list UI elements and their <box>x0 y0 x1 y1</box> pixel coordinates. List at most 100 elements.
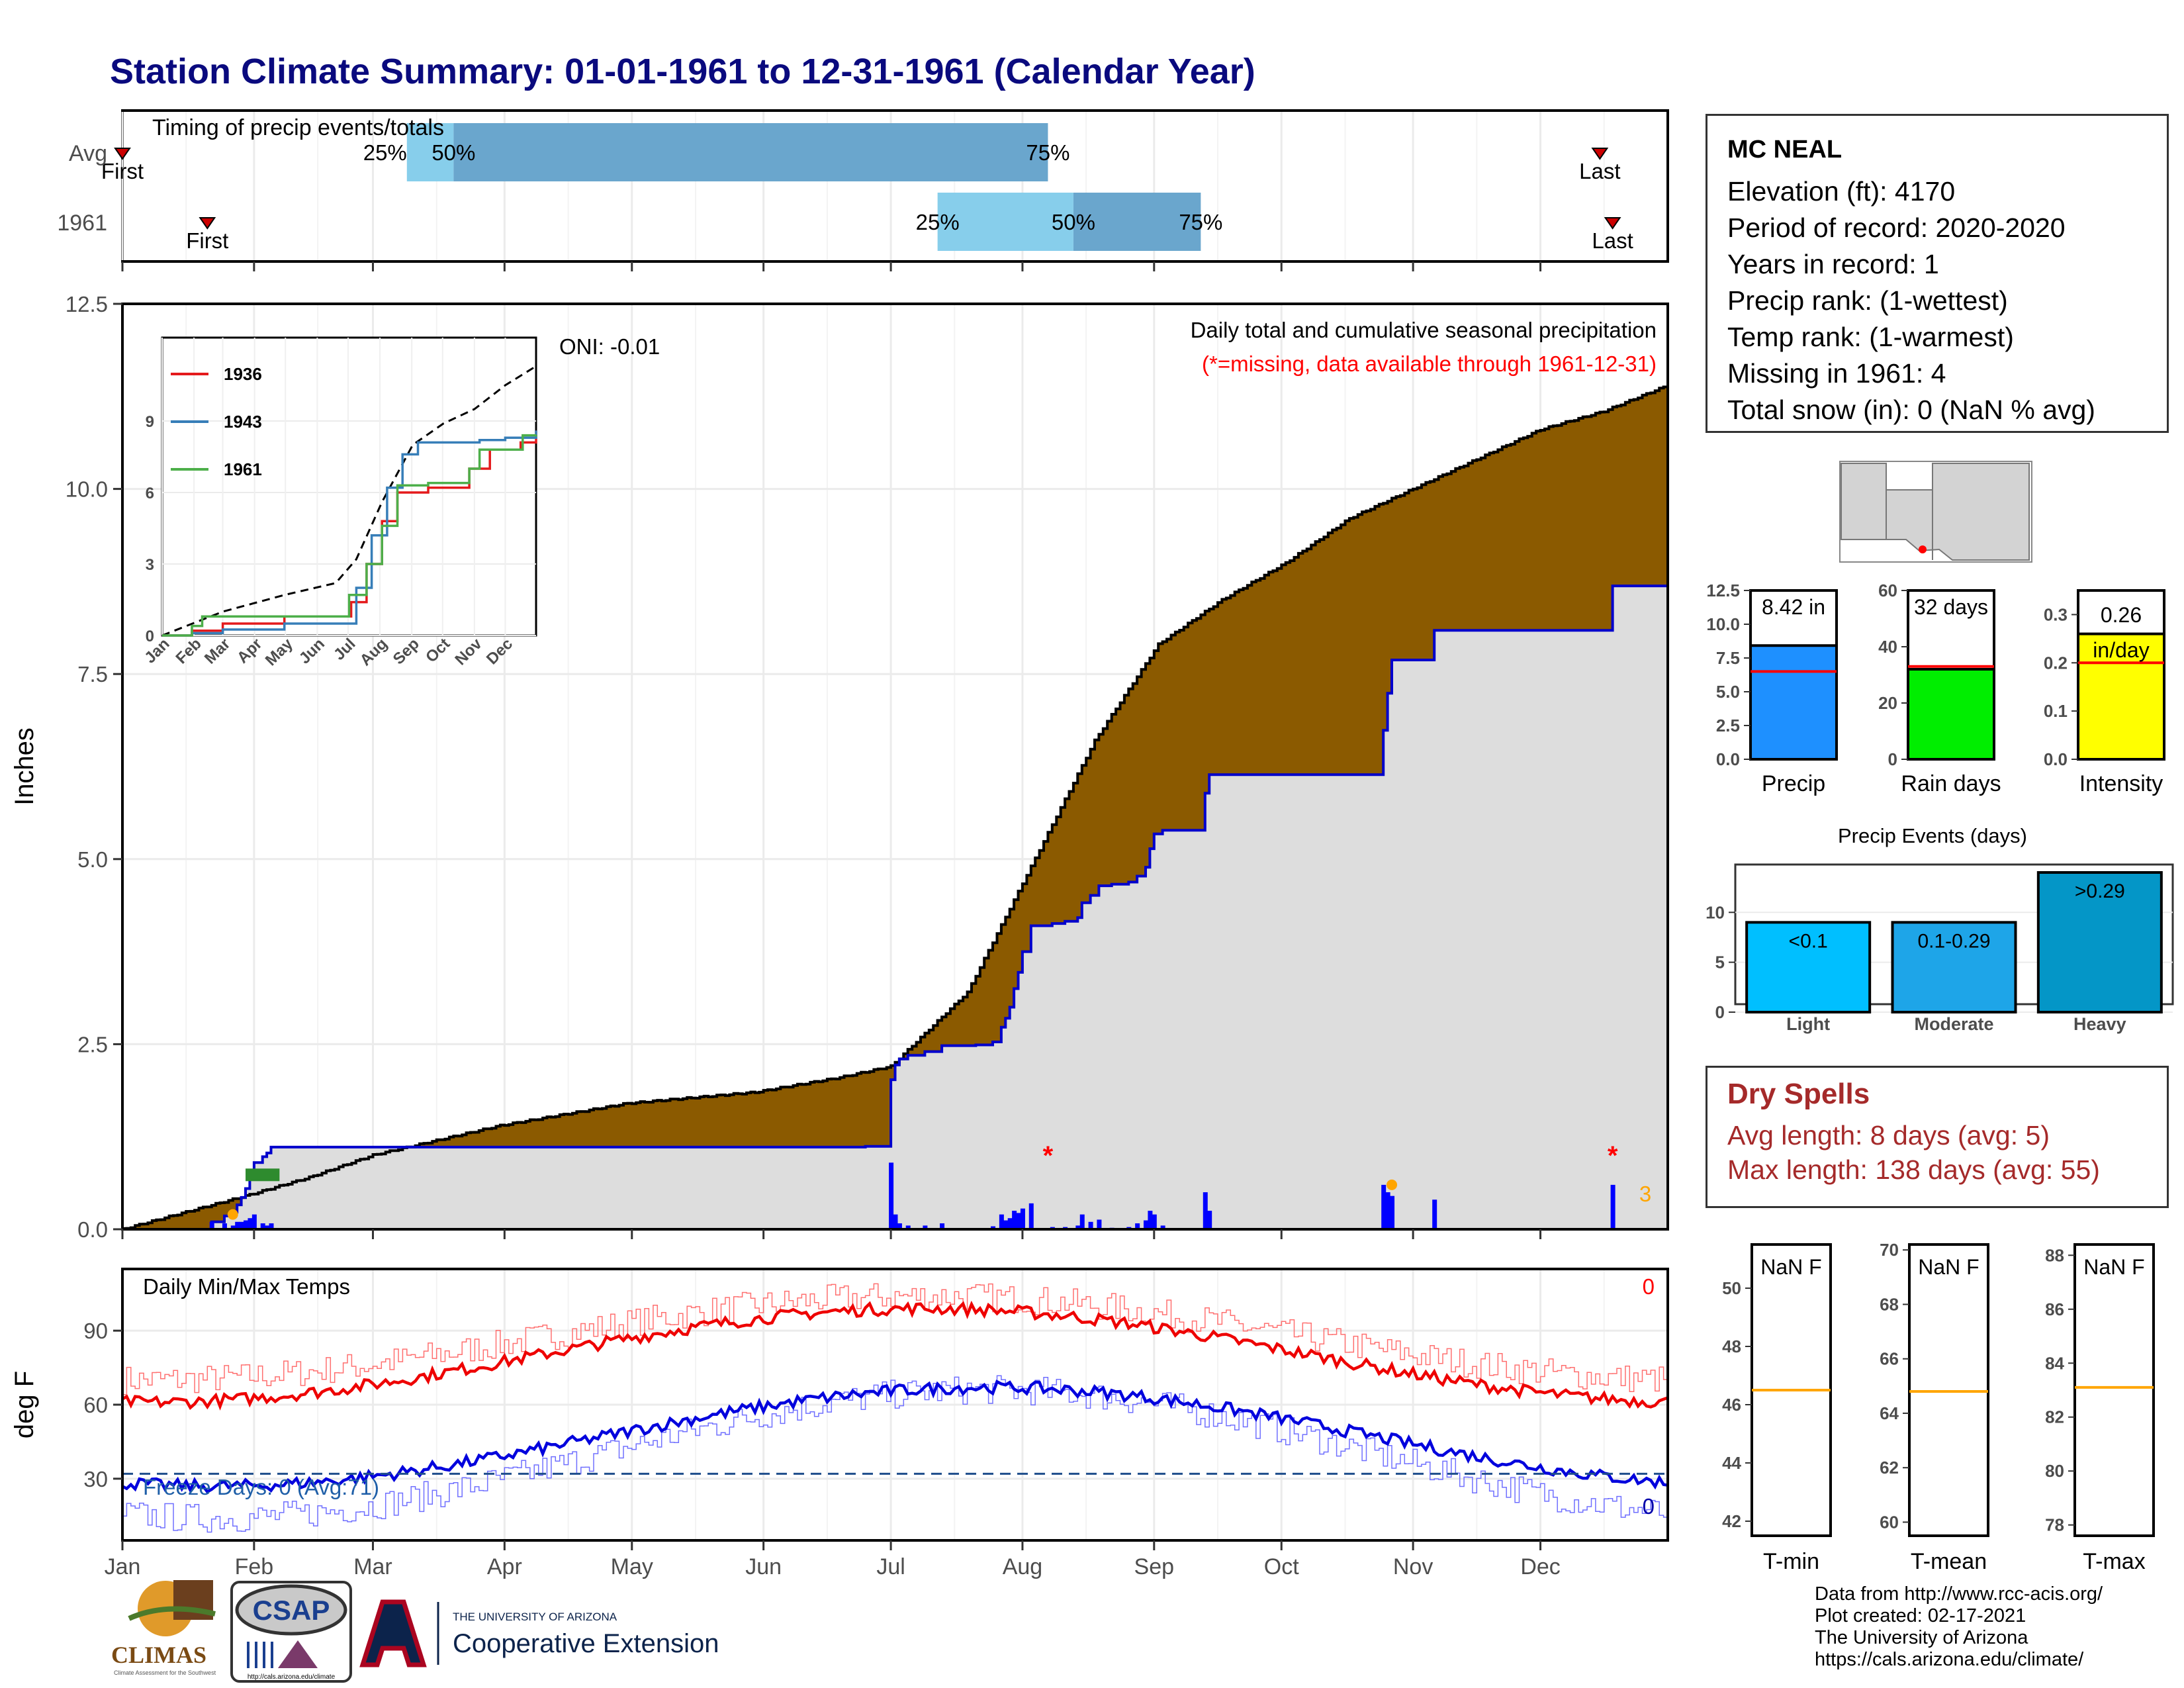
daily-precip-bar <box>1610 1184 1615 1229</box>
daily-precip-bar <box>1135 1223 1140 1229</box>
inset-legend-label: 1961 <box>224 459 262 479</box>
daily-precip-bar <box>260 1223 265 1229</box>
temp-y-label: deg F <box>10 1371 39 1438</box>
temp-box-y-tick-label: 42 <box>1722 1511 1741 1531</box>
metric-panels: 0.0 2.5 5.0 7.5 10.0 12.5 8.42 in Precip 0 20 40 60… <box>1706 581 2165 796</box>
daily-precip-bar <box>1016 1213 1021 1229</box>
precip-y-label: Inches <box>10 727 39 806</box>
daily-precip-bar <box>940 1223 945 1229</box>
csap-text: CSAP <box>253 1595 330 1626</box>
events-bar <box>1891 921 2017 1014</box>
max-temp-line <box>121 1300 1668 1411</box>
temp-box-name: T-mean <box>1911 1549 1987 1574</box>
daily-precip-bar <box>209 1221 214 1229</box>
temp-box-y-tick-label: 68 <box>1880 1294 1899 1314</box>
inset-y-tick-label: 9 <box>146 413 154 431</box>
ua-big-text: Cooperative Extension <box>453 1629 719 1658</box>
metric-bar <box>2077 632 2165 761</box>
p50-label: 50% <box>432 140 475 165</box>
events-category-label: Light <box>1786 1014 1830 1034</box>
daily-precip-bar <box>1012 1211 1017 1229</box>
metric-y-tick-label: 60 <box>1878 581 1897 600</box>
metric-value-label: 0.26 <box>2101 603 2142 627</box>
csap-logo: CSAP http://cals.arizona.edu/climate <box>230 1581 352 1683</box>
station-elevation: Elevation (ft): 4170 <box>1727 176 1956 207</box>
first-label: First <box>186 228 228 253</box>
climas-logo: CLIMAS Climate Assessment for the Southw… <box>111 1580 216 1676</box>
events-y-tick-label: 10 <box>1706 902 1725 922</box>
temp-box-value-label: NaN F <box>1760 1255 1821 1279</box>
month-label: Dec <box>1520 1554 1560 1579</box>
temp-lines <box>121 1283 1668 1533</box>
daily-precip-bar <box>222 1223 227 1229</box>
month-label: Aug <box>1003 1554 1043 1579</box>
ua-small-text: THE UNIVERSITY OF ARIZONA <box>453 1611 617 1623</box>
daily-precip-bar <box>1152 1214 1157 1229</box>
station-info-box: MC NEAL Elevation (ft): 4170 Period of r… <box>1706 114 2169 433</box>
timing-bar-q2 <box>453 123 1048 181</box>
inset-legend-label: 1936 <box>224 364 262 384</box>
metric-y-tick-label: 0.1 <box>2044 701 2068 721</box>
month-label: May <box>611 1554 653 1579</box>
first-label: First <box>101 159 144 183</box>
p25-label: 25% <box>916 210 960 234</box>
timing-bar-q1 <box>937 193 1073 251</box>
page-title: Station Climate Summary: 01-01-1961 to 1… <box>110 52 1255 91</box>
temp-box-value-label: NaN F <box>2083 1255 2144 1279</box>
ua-a-icon <box>359 1599 427 1667</box>
precip-legend-line1: Daily total and cumulative seasonal prec… <box>1191 318 1657 342</box>
inset-frame <box>161 336 537 637</box>
daily-precip-bar <box>251 1214 257 1229</box>
temp-box-name: T-max <box>2083 1549 2145 1574</box>
oni-label: ONI: -0.01 <box>559 334 660 359</box>
missing-markers: * * <box>227 1141 1618 1220</box>
events-y-tick-label: 0 <box>1715 1002 1725 1022</box>
temp-box-name: T-min <box>1763 1549 1819 1574</box>
missing-count: 3 <box>1639 1182 1651 1206</box>
daily-precip-bar <box>265 1225 270 1229</box>
climas-wave-icon <box>128 1606 216 1621</box>
last-label: Last <box>1579 159 1620 183</box>
credits-line4: https://cals.arizona.edu/climate/ <box>1815 1649 2084 1670</box>
metric-value-label: 32 days <box>1914 595 1988 619</box>
month-label: Mar <box>353 1554 392 1579</box>
missing-marker-icon: * <box>1043 1141 1054 1170</box>
snow-marker-icon <box>227 1209 238 1220</box>
p50-label: 50% <box>1052 210 1095 234</box>
daily-precip-bar <box>1207 1211 1212 1229</box>
precip-frame <box>121 303 1669 1231</box>
timing-bar-q2 <box>1073 193 1201 251</box>
timing-bars: First Last 25% 50% 75% First Last 25% 50% 75% <box>101 123 1633 253</box>
metric-bar <box>1907 668 1995 761</box>
inset-legend: 1936 1943 1961 <box>171 364 262 479</box>
inset-legend-label: 1943 <box>224 412 262 432</box>
inset-grid <box>161 338 536 636</box>
month-label: Feb <box>235 1554 274 1579</box>
station-period: Period of record: 2020-2020 <box>1727 212 2066 243</box>
daily-precip-bar <box>999 1214 1004 1229</box>
temp-box-y-tick-label: 44 <box>1722 1453 1741 1473</box>
events-category-label: Heavy <box>2073 1014 2126 1034</box>
min-temp-line <box>121 1380 1668 1494</box>
csap-rain-icon <box>247 1642 273 1668</box>
events-category-label: Moderate <box>1914 1014 1993 1034</box>
daily-precip-bar <box>1007 1218 1013 1229</box>
temp-box-y-tick-label: 48 <box>1722 1336 1741 1356</box>
station-missing: Missing in 1961: 4 <box>1727 358 1946 389</box>
inset-y-tick-label: 6 <box>146 485 154 502</box>
month-axis: Jan Feb Mar Apr May Jun Jul Aug Sep Oct Nov Dec <box>105 1540 1561 1579</box>
station-location-dot <box>1919 545 1927 553</box>
daily-precip-bar <box>1160 1225 1165 1229</box>
observed-cumulative-area <box>122 586 1668 1229</box>
events-bar <box>1745 921 1872 1014</box>
events-bar-label: >0.29 <box>2075 880 2125 902</box>
timing-row-avg-label: Avg <box>69 141 107 166</box>
month-label: Jan <box>105 1554 141 1579</box>
month-label: Nov <box>1393 1554 1433 1579</box>
events-bar <box>2036 871 2163 1013</box>
credits: Data from http://www.rcc-acis.org/ Plot … <box>1815 1583 2103 1671</box>
y-tick-label: 12.5 <box>66 292 108 316</box>
temp-panel: 30 60 90 deg F Daily Min/Max Temps 0 Freez… <box>10 1268 1669 1579</box>
